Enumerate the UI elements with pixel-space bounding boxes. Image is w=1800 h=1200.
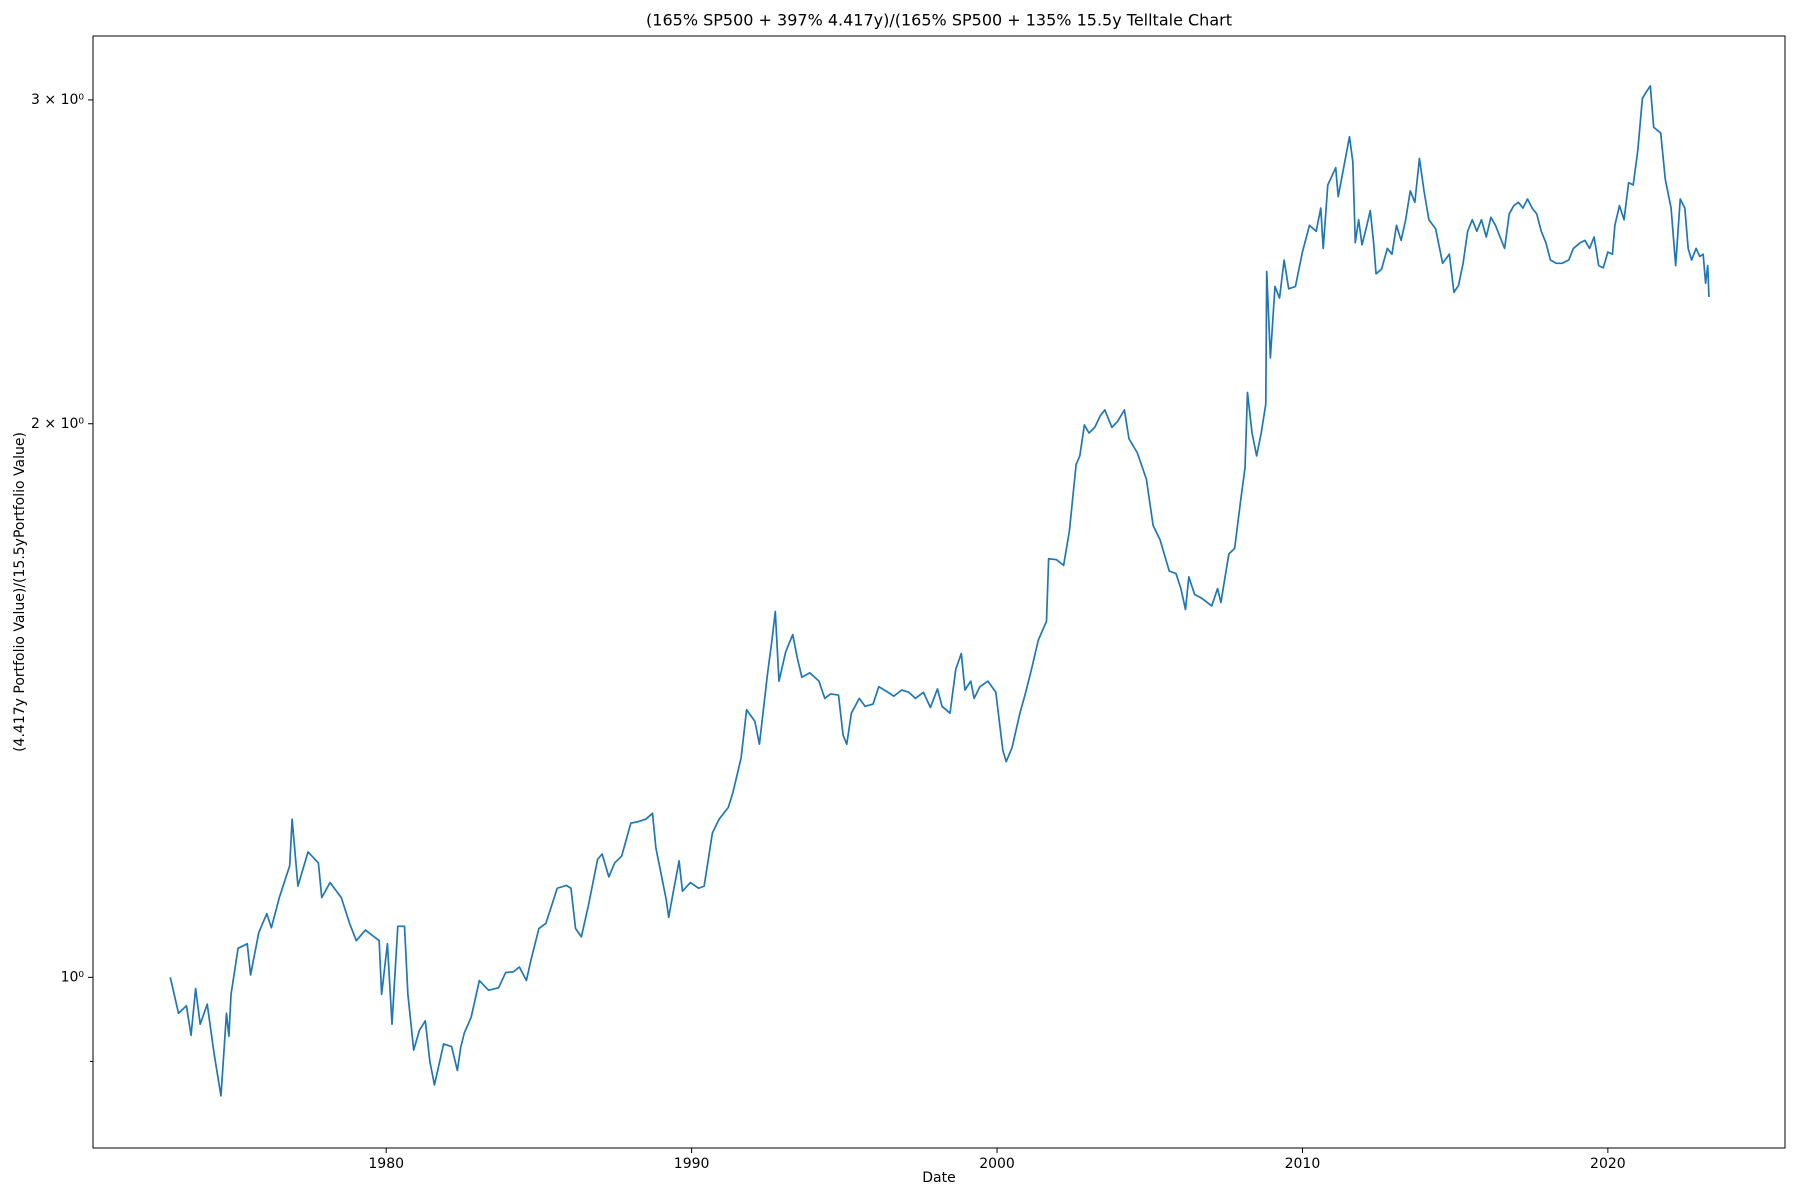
x-axis-label: Date — [922, 1170, 955, 1186]
x-tick-label: 1990 — [674, 1156, 710, 1172]
y-tick-label: 10⁰ — [61, 969, 85, 985]
chart-title: (165% SP500 + 397% 4.417y)/(165% SP500 +… — [646, 11, 1232, 30]
y-tick-label: 3 × 10⁰ — [31, 92, 84, 108]
y-tick-label: 2 × 10⁰ — [31, 416, 84, 432]
x-tick-label: 2000 — [979, 1156, 1015, 1172]
y-axis-label: (4.417y Portfolio Value)/(15.5yPortfolio… — [12, 432, 28, 752]
x-tick-label: 1980 — [368, 1156, 404, 1172]
x-tick-label: 2020 — [1590, 1156, 1626, 1172]
x-tick-label: 2010 — [1285, 1156, 1321, 1172]
data-line — [169, 85, 1710, 1097]
plot-frame — [92, 35, 1786, 1149]
